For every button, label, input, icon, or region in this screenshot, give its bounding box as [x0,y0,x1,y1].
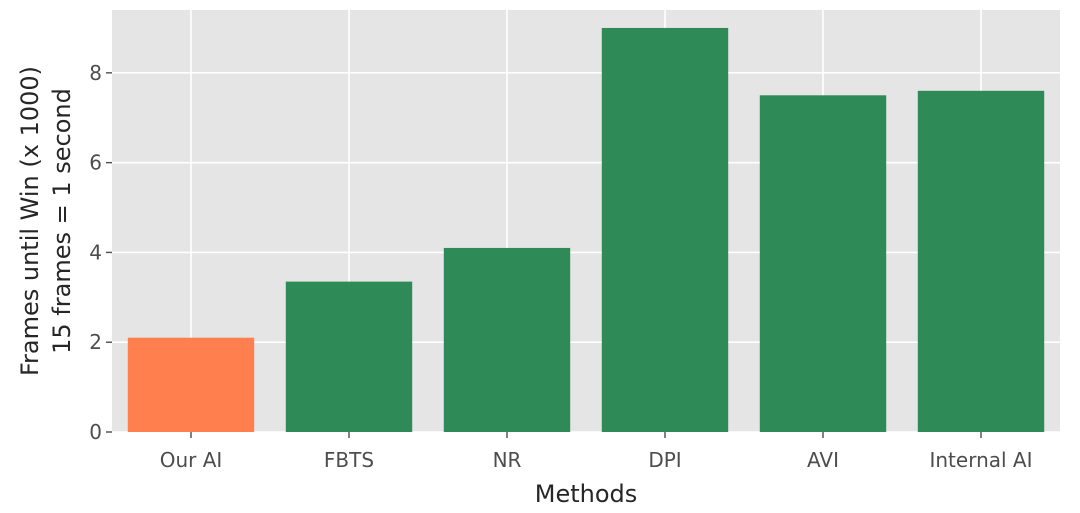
y-axis-title: Frames until Win (x 1000) 15 frames = 1 … [16,66,76,376]
y-tick-label: 4 [89,240,102,264]
x-tick-label: Our AI [160,448,223,472]
bars [127,27,1045,433]
bar-nr [443,247,571,432]
x-tick-label: Internal AI [929,448,1032,472]
x-tick-label: AVI [807,448,839,472]
y-tick-label: 2 [89,330,102,354]
bar-dpi [601,27,729,432]
y-axis-title-line-2: 15 frames = 1 second [48,88,76,354]
y-axis-ticks: 0 2 4 6 8 [89,61,112,444]
y-tick-label: 8 [89,61,102,85]
bar-avi [759,95,887,432]
x-axis-ticks: Our AI FBTS NR DPI AVI Internal AI [160,432,1033,472]
y-tick-label: 6 [89,151,102,175]
x-tick-label: FBTS [324,448,374,472]
x-axis-title: Methods [535,480,638,508]
x-tick-label: NR [493,448,522,472]
x-tick-label: DPI [648,448,681,472]
bar-our-ai [127,337,255,432]
bar-fbts [285,281,413,432]
y-axis-title-line-1: Frames until Win (x 1000) [16,66,44,376]
bar-internal-ai [917,90,1045,433]
y-tick-label: 0 [89,420,102,444]
plot-background [112,10,1060,432]
